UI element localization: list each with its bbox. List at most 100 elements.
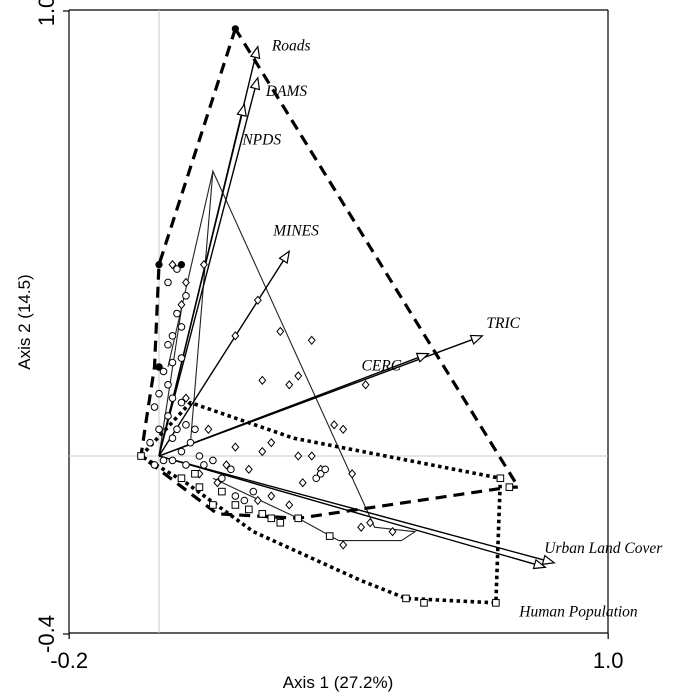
point-diamond bbox=[267, 491, 276, 501]
connector-path bbox=[212, 477, 402, 542]
point-circle bbox=[168, 394, 177, 402]
point-circle bbox=[177, 354, 186, 362]
point-circle bbox=[164, 340, 172, 349]
point-circle bbox=[316, 470, 325, 478]
point-square bbox=[209, 501, 217, 509]
zero-reference-lines bbox=[69, 10, 608, 633]
vector-cerc bbox=[158, 356, 419, 457]
x-axis-title: Axis 1 (27.2%) bbox=[283, 673, 394, 692]
vector-label-tric: TRIC bbox=[486, 315, 520, 332]
point-circle bbox=[168, 434, 177, 443]
point-circle bbox=[177, 447, 186, 456]
hull-dotted bbox=[139, 400, 503, 605]
arrowhead-roads bbox=[249, 45, 261, 60]
point-square bbox=[245, 505, 253, 514]
point-diamond bbox=[244, 464, 253, 475]
point-diamond bbox=[366, 518, 375, 528]
axis-ticks: -0.2 1.0 -0.4 1.0 bbox=[34, 0, 623, 673]
point-circle bbox=[182, 421, 190, 429]
point-diamond bbox=[361, 380, 370, 390]
y-axis-title: Axis 2 (14.5) bbox=[15, 274, 34, 369]
point-circle bbox=[321, 465, 329, 474]
point-square bbox=[218, 487, 226, 496]
point-square bbox=[195, 483, 204, 491]
point-circle bbox=[240, 496, 249, 505]
point-diamond bbox=[307, 335, 316, 345]
point-circle bbox=[150, 403, 159, 411]
point-square bbox=[231, 501, 240, 509]
vector-label-mines: MINES bbox=[272, 222, 319, 239]
point-circle bbox=[191, 425, 199, 434]
point-circle bbox=[159, 367, 168, 376]
point-circle bbox=[168, 332, 177, 340]
point-square bbox=[294, 514, 303, 523]
vector-label-roads: Roads bbox=[271, 38, 311, 55]
point-square bbox=[267, 514, 276, 523]
vector-label-urban-land-cover: Urban Land Cover bbox=[544, 540, 663, 557]
point-circle bbox=[209, 456, 217, 465]
point-diamond bbox=[294, 371, 303, 381]
point-circle bbox=[195, 452, 204, 460]
point-circle bbox=[159, 456, 168, 465]
point-square bbox=[492, 599, 500, 607]
hull-dashed bbox=[139, 27, 520, 520]
arrowhead-tric bbox=[469, 334, 484, 345]
point-square bbox=[177, 474, 186, 483]
point-diamond bbox=[348, 469, 357, 479]
point-circle bbox=[150, 461, 159, 469]
point-diamond bbox=[285, 380, 294, 390]
point-diamond bbox=[253, 495, 262, 506]
vector-npds bbox=[158, 114, 243, 457]
point-circle bbox=[231, 492, 240, 500]
point-circle bbox=[155, 425, 163, 434]
point-circle bbox=[168, 358, 177, 367]
vector-dams bbox=[158, 88, 256, 457]
point-circle bbox=[218, 474, 226, 483]
point-diamond bbox=[258, 375, 267, 386]
arrowhead-dams bbox=[249, 76, 261, 91]
arrowhead-urban-land-cover bbox=[541, 554, 556, 565]
vector-mines bbox=[158, 260, 284, 457]
point-circle bbox=[182, 461, 190, 469]
point-diamond bbox=[339, 540, 348, 550]
point-circle bbox=[177, 323, 186, 331]
vector-label-dams: DAMS bbox=[265, 83, 308, 100]
point-diamond bbox=[181, 277, 190, 288]
point-circle bbox=[312, 474, 321, 483]
point-circle bbox=[164, 381, 172, 389]
site-points bbox=[137, 25, 514, 607]
point-diamond bbox=[276, 326, 285, 337]
point-diamond bbox=[204, 424, 213, 434]
vector-human-population bbox=[158, 455, 535, 565]
point-diamond bbox=[253, 295, 262, 305]
point-diamond bbox=[298, 478, 307, 488]
environment-vectors: Roads DAMS NPDS MINES TRIC CERC Urban Land Cov… bbox=[158, 38, 663, 620]
point-circle bbox=[173, 425, 181, 434]
arrowhead-human-population bbox=[532, 558, 547, 570]
arrowhead-cerc bbox=[415, 352, 430, 363]
point-square bbox=[496, 474, 505, 483]
point-circle bbox=[164, 278, 172, 287]
point-square bbox=[420, 599, 428, 607]
point-circle bbox=[146, 438, 154, 447]
point-circle bbox=[173, 309, 181, 318]
point-diamond bbox=[231, 331, 240, 341]
point-square bbox=[402, 594, 410, 603]
x-tick-label: -0.2 bbox=[50, 648, 88, 673]
point-filled bbox=[231, 25, 239, 33]
point-circle bbox=[168, 456, 177, 465]
y-tick-label: 1.0 bbox=[34, 0, 59, 26]
point-circle bbox=[177, 398, 186, 407]
point-filled bbox=[155, 261, 163, 269]
point-filled bbox=[155, 363, 163, 371]
vector-label-npds: NPDS bbox=[241, 131, 281, 148]
arrowhead-npds bbox=[236, 102, 247, 117]
point-diamond bbox=[258, 446, 267, 457]
point-diamond bbox=[330, 420, 339, 430]
point-square bbox=[137, 452, 145, 460]
point-circle bbox=[249, 487, 258, 496]
convex-hulls bbox=[139, 27, 520, 605]
point-square bbox=[276, 518, 285, 527]
vector-label-cerc: CERC bbox=[362, 358, 402, 375]
